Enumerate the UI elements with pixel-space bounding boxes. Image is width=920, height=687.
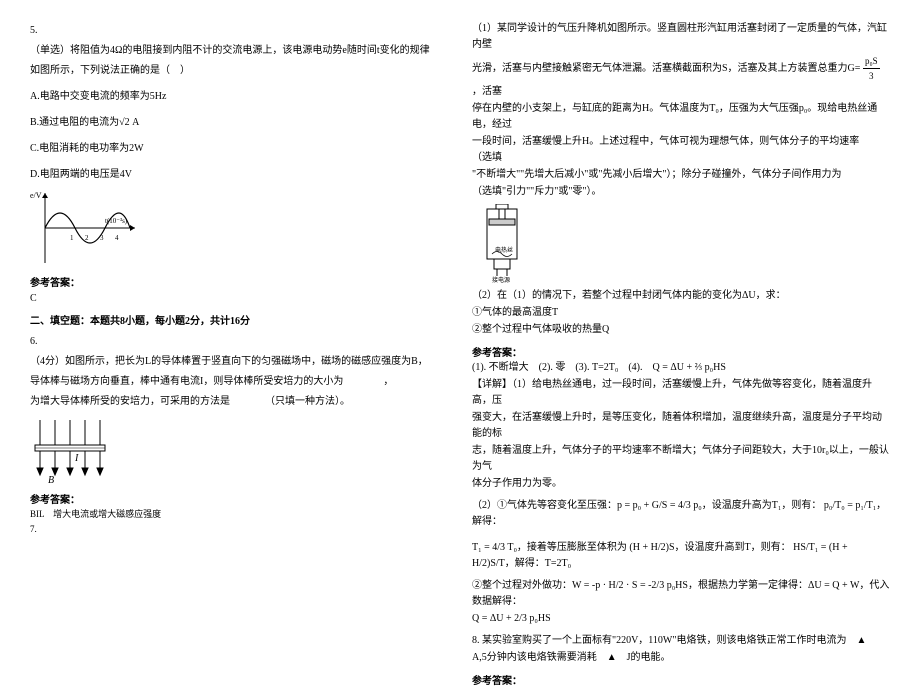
q7-part2-l3: ②整个过程中气体吸收的热量Q [472,322,890,338]
eq3: ②整个过程对外做功：W = -p · H/2 · S = -2/3 p₀HS，根… [472,578,890,610]
q8-line1: 8. 某实验室购买了一个上面标有"220V，110W"电烙铁，则该电烙铁正常工作… [472,633,890,649]
apparatus-heater-label: 电热丝 [495,246,513,254]
eq1: （2）①气体先等容变化至压强：p = p₀ + G/S = 4/3 p₀，设温度… [472,498,890,530]
page: 5. （单选）将阻值为4Ω的电阻接到内阻不计的交流电源上，该电源电动势e随时间t… [0,0,920,651]
chart-y-label: e/V [30,191,42,200]
q5-option-b: B.通过电阻的电流为√2 A [30,114,448,132]
q7-number: 7. [30,522,448,536]
q7-line5: "不断增大""先增大后减小"或"先减小后增大"）；除分子碰撞外，气体分子间作用力… [472,167,890,183]
diagram-label-b: B [48,475,54,485]
q5-answer-label: 参考答案： [30,274,448,289]
left-column: 5. （单选）将阻值为4Ω的电阻接到内阻不计的交流电源上，该电源电动势e随时间t… [30,20,460,631]
q6-answer: BIL 增大电流或增大磁感应强度 [30,507,448,521]
chart-x-tick1: 1 [70,234,74,242]
q6-number: 6. [30,333,448,351]
chart-x-label: t(10⁻³s) [105,217,128,225]
q7-fraction: p₀S 3 [863,54,880,84]
q7-line1: （1）某同学设计的气压升降机如图所示。竖直圆柱形汽缸用活塞封闭了一定质量的气体，… [472,21,890,53]
eq1-a: （2）①气体先等容变化至压强：p = p₀ + G/S = 4/3 p₀，设温度… [472,500,821,511]
detail-l2: 强变大，在活塞缓慢上升时，是等压变化，随着体积增加，温度继续升高，温度是分子平均… [472,410,890,442]
q7-apparatus-diagram: 电热丝 接电源 [472,204,532,284]
eq4: Q = ΔU + 2/3 p₀HS [472,611,890,627]
q7-line2-b: ，活塞 [472,86,502,97]
q5-number: 5. [30,22,448,40]
q6-diagram: I B [30,415,110,485]
detail-l3: 志，随着温度上升，气体分子的平均速率不断增大；气体分子间距较大，大于10r₀以上… [472,443,890,475]
ans-line1: (1). 不断增大 (2). 零 (3). T=2T₀ (4). Q = ΔU … [472,360,890,376]
q7-line2: 光滑，活塞与内壁接触紧密无气体泄漏。活塞横截面积为S，活塞及其上方装置总重力G=… [472,54,890,100]
detail-l4: 体分子作用力为零。 [472,476,890,492]
diagram-label-i: I [74,453,79,464]
q5-option-d: D.电阻两端的电压是4V [30,166,448,184]
q7-part2-l1: （2）在（1）的情况下，若整个过程中封闭气体内能的变化为ΔU，求： [472,288,890,304]
section2-title: 二、填空题：本题共8小题，每小题2分，共计16分 [30,312,448,327]
q5-answer: C [30,293,448,304]
q6-answer-label: 参考答案： [30,491,448,506]
q5-option-c: C.电阻消耗的电功率为2W [30,140,448,158]
q5-line2: 如图所示，下列说法正确的是（ ） [30,62,448,80]
q6-line1: （4分）如图所示，把长为L的导体棒置于竖直向下的匀强磁场中，磁场的磁感应强度为B… [30,353,448,371]
q7-line2-a: 光滑，活塞与内壁接触紧密无气体泄漏。活塞横截面积为S，活塞及其上方装置总重力G= [472,63,860,74]
q6-line3: 为增大导体棒所受的安培力，可采用的方法是 （只填一种方法）。 [30,393,448,411]
q5-option-a: A.电路中交变电流的频率为5Hz [30,88,448,106]
q8-line2: A,5分钟内该电烙铁需要消耗 ▲ J的电能。 [472,650,890,666]
detail-l1: 【详解】（1）给电热丝通电，过一段时间，活塞缓慢上升，气体先做等容变化，随着温度… [472,377,890,409]
q7-line3: 停在内壁的小支架上，与缸底的距离为H。气体温度为T₀，压强为大气压强p₀。现给电… [472,101,890,133]
eq2: T₁ = 4/3 T₀，接着等压膨胀至体积为 (H + H/2)S，设温度升高到… [472,540,890,572]
q5-chart: e/V 1 2 3 4 t(10⁻³s) [30,188,140,268]
chart-x-tick4: 4 [115,234,119,242]
q7-line4: 一段时间，活塞缓慢上升H。上述过程中，气体可视为理想气体，则气体分子的平均速率 … [472,134,890,166]
q7-answer-label: 参考答案： [472,344,890,359]
q6-line2: 导体棒与磁场方向垂直，棒中通有电流I，则导体棒所受安培力的大小为 ， [30,373,448,391]
q5-line1: （单选）将阻值为4Ω的电阻接到内阻不计的交流电源上，该电源电动势e随时间t变化的… [30,42,448,60]
q7-part2-l2: ①气体的最高温度T [472,305,890,321]
frac-den: 3 [863,69,880,83]
chart-x-tick2: 2 [85,234,89,242]
eq2-a: T₁ = 4/3 T₀，接着等压膨胀至体积为 (H + H/2)S，设温度升高到… [472,542,791,553]
apparatus-power-label: 接电源 [492,276,510,284]
frac-num: p₀S [863,54,880,69]
q8-answer-label: 参考答案： [472,672,890,687]
chart-x-tick3: 3 [100,234,104,242]
right-column: （1）某同学设计的气压升降机如图所示。竖直圆柱形汽缸用活塞封闭了一定质量的气体，… [460,20,890,631]
q7-line6: （选填"引力""斥力"或"零"）。 [472,184,890,200]
